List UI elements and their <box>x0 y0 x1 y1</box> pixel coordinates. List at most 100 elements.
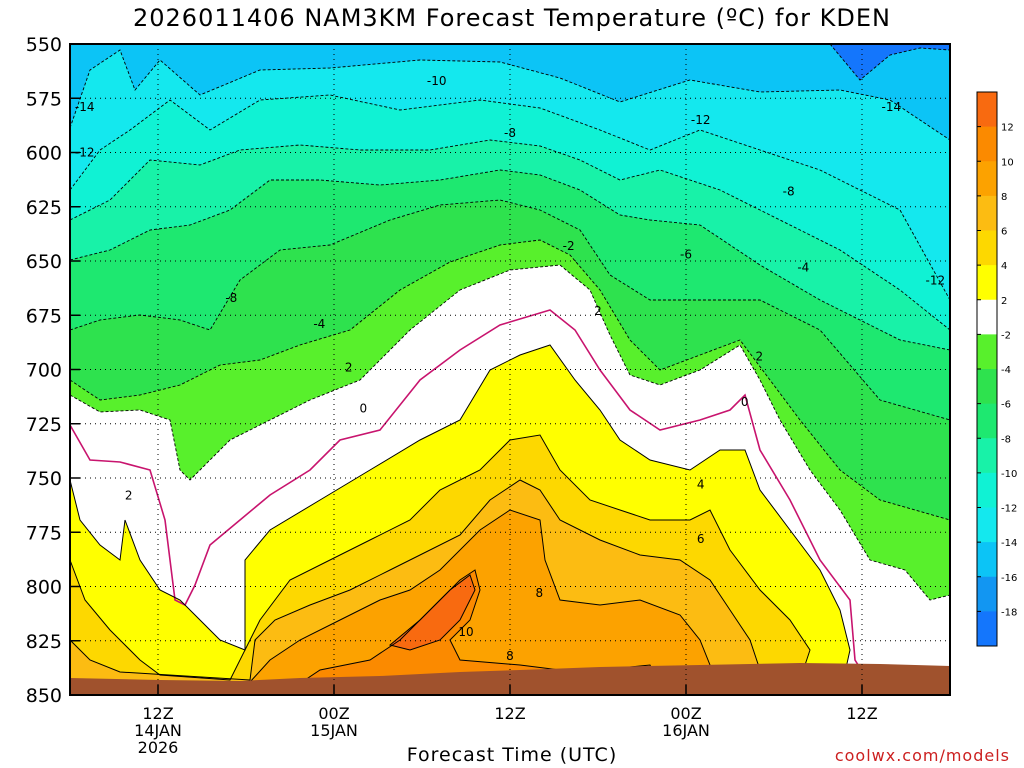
colorbar-label: -16 <box>1001 573 1017 584</box>
colorbar-label: -8 <box>1001 434 1011 445</box>
colorbar-swatch <box>977 507 997 543</box>
contour-label: -14 <box>75 100 95 114</box>
contour-label: -2 <box>563 239 575 253</box>
contour-zero <box>70 309 878 695</box>
colorbar-label: -10 <box>1001 469 1017 480</box>
colorbar-swatch <box>977 542 997 578</box>
contour-2 <box>70 344 851 695</box>
contour-label: -8 <box>225 291 237 305</box>
contour-label: 0 <box>360 402 368 416</box>
gridlines <box>70 44 950 695</box>
contour-12 <box>388 574 476 651</box>
y-tick-label: 800 <box>26 577 62 599</box>
colorbar-label: 12 <box>1001 123 1014 134</box>
contour-labels: -14 -12 -10 -8 -12 -14 -8 -2 -6 -4 -12 -8 -4 2 2 2 0 0 2 4 6… <box>75 74 946 663</box>
colorbar-label: 4 <box>1001 261 1007 272</box>
contour-label: -4 <box>797 261 809 275</box>
colorbar-label: -12 <box>1001 504 1017 515</box>
x-tick-date: 15JAN <box>310 721 358 740</box>
contour-minus-4 <box>70 239 950 521</box>
contour-label: 8 <box>506 649 514 663</box>
x-tick-hour: 00Z <box>318 704 349 723</box>
colorbar-label: 2 <box>1001 296 1007 307</box>
contour-8 <box>249 509 711 695</box>
contour-label: -8 <box>504 126 516 140</box>
y-tick-label: 575 <box>26 88 62 110</box>
colorbar-label: -2 <box>1001 330 1011 341</box>
colorbar-label: 6 <box>1001 227 1007 238</box>
colorbar-swatch <box>977 230 997 266</box>
contour-label: 4 <box>697 478 705 492</box>
colorbar-swatch <box>977 195 997 231</box>
contour-minus-8 <box>70 169 950 351</box>
contour-label: 0 <box>741 395 749 409</box>
y-tick-label: 550 <box>26 34 62 56</box>
x-tick-date: 16JAN <box>662 721 710 740</box>
contour-minus-6 <box>70 199 950 421</box>
contour-label: -14 <box>882 100 902 114</box>
contour-label: -12 <box>75 146 95 160</box>
x-tick-hour: 12Z <box>846 704 877 723</box>
contour-label: 2 <box>756 349 764 363</box>
contour-label: 10 <box>458 625 473 639</box>
contour-minus-14 <box>70 49 950 141</box>
y-tick-label: 650 <box>26 251 62 273</box>
colorbar-swatch <box>977 438 997 474</box>
colorbar-swatch <box>977 576 997 612</box>
band-10 <box>290 570 660 690</box>
contour-label: -6 <box>680 247 692 261</box>
colorbar: 12 10 8 6 4 2 -2 -4 -6 -8 -10 -12 -14 -16 -18 <box>976 91 1017 647</box>
chart-title: 2026011406 NAM3KM Forecast Temperature (… <box>133 4 891 32</box>
colorbar-label: 10 <box>1001 157 1014 168</box>
colorbar-label: -6 <box>1001 400 1011 411</box>
y-tick-label: 725 <box>26 414 62 436</box>
y-tick-label: 700 <box>26 360 62 382</box>
y-tick-label: 625 <box>26 197 62 219</box>
contour-label: -8 <box>783 185 795 199</box>
colorbar-swatch <box>977 472 997 508</box>
credit-text: coolwx.com/models <box>834 746 1010 765</box>
y-tick-label: 675 <box>26 305 62 327</box>
contour-label: -4 <box>313 317 325 331</box>
colorbar-swatch <box>977 611 997 647</box>
x-tick-hour: 12Z <box>494 704 525 723</box>
y-tick-label: 850 <box>26 685 62 707</box>
x-tick-hour: 12Z <box>142 704 173 723</box>
colorbar-swatch <box>977 369 997 405</box>
band-8 <box>250 510 710 695</box>
colorbar-swatch <box>977 92 997 128</box>
y-tick-label: 750 <box>26 468 62 490</box>
colorbar-label: -14 <box>1001 538 1017 549</box>
band-12 <box>390 575 475 650</box>
colorbar-label: 8 <box>1001 192 1007 203</box>
contour-label: 8 <box>536 586 544 600</box>
contour-label: 6 <box>697 532 705 546</box>
contour-label: -12 <box>926 274 946 288</box>
colorbar-swatch <box>977 403 997 439</box>
colorbar-swatch <box>977 299 997 335</box>
contour-label: 2 <box>125 488 133 502</box>
y-axis: 550 575 600 625 650 675 700 725 750 775 800 825 850 <box>26 34 80 707</box>
x-tick-date: 14JAN <box>134 721 182 740</box>
contour-minus-16 <box>829 44 950 81</box>
colorbar-label: -4 <box>1001 365 1011 376</box>
y-tick-label: 825 <box>26 631 62 653</box>
y-tick-label: 775 <box>26 522 62 544</box>
y-tick-label: 600 <box>26 143 62 165</box>
x-tick-hour: 00Z <box>670 704 701 723</box>
colorbar-swatch <box>977 126 997 162</box>
contour-label: 2 <box>345 360 353 374</box>
colorbar-label: -18 <box>1001 607 1017 618</box>
colorbar-swatch <box>977 265 997 301</box>
colorbar-swatch <box>977 161 997 197</box>
contour-label: -10 <box>427 74 447 88</box>
contour-label: 2 <box>594 304 602 318</box>
x-tick-year: 2026 <box>138 738 179 757</box>
contour-6 <box>70 479 761 695</box>
negative-contours <box>70 44 950 601</box>
colorbar-swatch <box>977 334 997 370</box>
x-axis-title: Forecast Time (UTC) <box>406 744 618 766</box>
contour-minus-12 <box>70 94 950 301</box>
